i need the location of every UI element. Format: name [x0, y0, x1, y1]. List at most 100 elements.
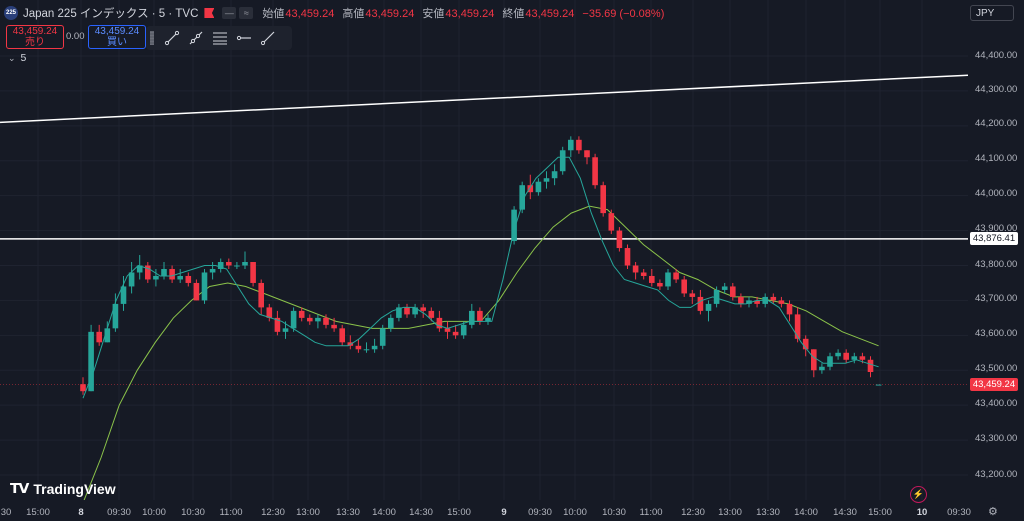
candle[interactable] — [396, 303, 402, 322]
flag-icon[interactable] — [204, 8, 215, 18]
candle[interactable] — [193, 279, 200, 301]
candle[interactable] — [145, 262, 151, 283]
candle[interactable] — [624, 244, 631, 269]
candle[interactable] — [875, 384, 882, 386]
candle[interactable] — [136, 255, 143, 280]
candle[interactable] — [754, 296, 760, 308]
candle[interactable] — [657, 279, 663, 290]
buy-button[interactable]: 43,459.24 買い — [88, 25, 146, 49]
candle[interactable] — [738, 293, 744, 308]
interval-indicator[interactable]: ⌄ 5 — [8, 52, 26, 64]
candle[interactable] — [705, 300, 712, 322]
candle[interactable] — [681, 275, 687, 297]
fib-tool-icon[interactable] — [208, 28, 232, 48]
candle[interactable] — [843, 349, 849, 364]
candle[interactable] — [444, 321, 451, 339]
sell-button[interactable]: 43,459.24 売り — [6, 25, 64, 49]
candle[interactable] — [721, 282, 728, 294]
candle[interactable] — [128, 262, 135, 294]
candle[interactable] — [600, 181, 606, 217]
candle[interactable] — [185, 272, 192, 287]
candle[interactable] — [713, 286, 720, 308]
candle[interactable] — [632, 262, 639, 280]
candle[interactable] — [867, 356, 874, 378]
gear-icon[interactable]: ⚙ — [988, 506, 998, 518]
candle[interactable] — [104, 321, 111, 343]
candle[interactable] — [592, 153, 598, 189]
candle[interactable] — [576, 136, 582, 154]
candle[interactable] — [323, 314, 329, 329]
candle[interactable] — [568, 136, 574, 158]
price-chart[interactable] — [0, 0, 968, 500]
drag-handle-icon[interactable] — [150, 31, 154, 45]
candle[interactable] — [746, 296, 752, 308]
candle[interactable] — [412, 303, 418, 318]
candle[interactable] — [242, 251, 248, 269]
candle[interactable] — [161, 262, 167, 280]
candle[interactable] — [363, 342, 370, 353]
candle[interactable] — [436, 310, 443, 332]
candle[interactable] — [770, 293, 777, 304]
candle[interactable] — [689, 289, 696, 304]
hide-icon[interactable]: — — [222, 7, 237, 19]
candle[interactable] — [112, 293, 119, 332]
candle[interactable] — [543, 171, 550, 189]
candle[interactable] — [388, 314, 394, 332]
candle[interactable] — [96, 324, 102, 346]
compare-icon[interactable]: ≈ — [239, 7, 254, 19]
candle[interactable] — [608, 209, 615, 235]
candle[interactable] — [469, 303, 475, 329]
trendline[interactable] — [0, 74, 968, 124]
candle[interactable] — [217, 258, 224, 273]
candle[interactable] — [827, 352, 833, 371]
candle[interactable] — [835, 349, 841, 360]
candle[interactable] — [339, 324, 345, 346]
candle[interactable] — [234, 262, 240, 269]
candle[interactable] — [649, 268, 655, 287]
candle[interactable] — [511, 206, 517, 245]
horizontal-ray-tool-icon[interactable] — [232, 28, 256, 48]
candle[interactable] — [169, 265, 175, 283]
candle[interactable] — [851, 352, 858, 364]
candle[interactable] — [665, 268, 671, 290]
candle[interactable] — [379, 324, 386, 350]
candle[interactable] — [266, 303, 273, 322]
ray-tool-icon[interactable] — [184, 28, 208, 48]
candle[interactable] — [274, 310, 281, 336]
candle[interactable] — [177, 268, 183, 283]
lightning-icon[interactable]: ⚡ — [910, 486, 927, 503]
candle[interactable] — [811, 349, 817, 378]
candle[interactable] — [786, 300, 793, 322]
candle[interactable] — [551, 164, 558, 186]
candle[interactable] — [584, 150, 590, 165]
candle[interactable] — [460, 321, 467, 339]
candle[interactable] — [778, 296, 785, 308]
candle[interactable] — [331, 317, 337, 332]
candle[interactable] — [535, 178, 542, 196]
candle[interactable] — [697, 289, 704, 315]
candle[interactable] — [226, 258, 232, 269]
candle[interactable] — [371, 338, 378, 353]
chart-area[interactable] — [0, 0, 968, 500]
candle[interactable] — [201, 268, 208, 304]
candle[interactable] — [290, 307, 297, 332]
candle[interactable] — [616, 227, 623, 252]
candle[interactable] — [315, 314, 321, 329]
trend-line-tool-icon[interactable] — [160, 28, 184, 48]
candle[interactable] — [640, 268, 647, 280]
candle[interactable] — [673, 268, 679, 283]
candle[interactable] — [258, 279, 264, 315]
candle[interactable] — [307, 314, 313, 325]
candle[interactable] — [298, 307, 305, 322]
candle[interactable] — [153, 268, 159, 287]
candle[interactable] — [88, 324, 94, 392]
candle[interactable] — [802, 335, 809, 357]
candle[interactable] — [404, 303, 410, 318]
chevron-down-icon[interactable]: ⌄ — [8, 52, 16, 63]
candle[interactable] — [730, 282, 736, 301]
candle[interactable] — [559, 146, 566, 175]
candle[interactable] — [355, 338, 362, 353]
candle[interactable] — [485, 314, 491, 325]
candle[interactable] — [477, 307, 483, 325]
candle[interactable] — [452, 324, 459, 339]
